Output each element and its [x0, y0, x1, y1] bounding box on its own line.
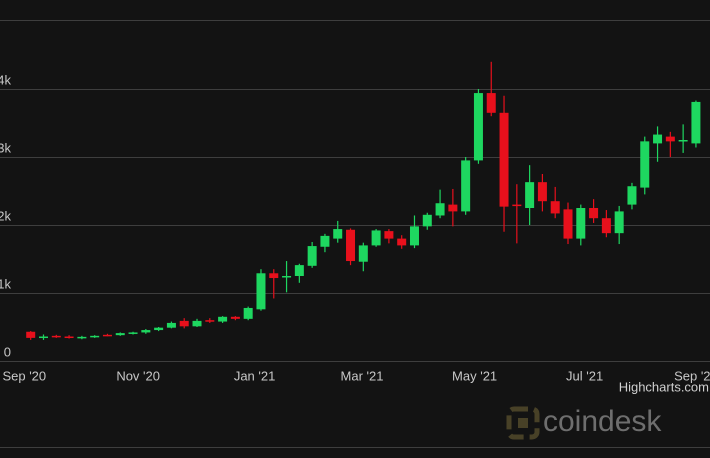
candle-body — [627, 186, 637, 205]
candle-body — [26, 331, 36, 338]
candle-body — [192, 320, 202, 327]
x-tick-label: May '21 — [452, 368, 497, 383]
candle-body — [230, 316, 240, 319]
x-tick-label: Jul '21 — [566, 368, 603, 383]
candle-body — [205, 320, 215, 322]
x-tick-label: Nov '20 — [116, 368, 160, 383]
y-tick-label: 3k — [0, 140, 11, 155]
logo-icon-core — [518, 418, 528, 428]
candle-body — [525, 182, 535, 208]
candle-body — [665, 136, 675, 142]
candle-body — [154, 327, 164, 331]
candle-body — [320, 235, 330, 247]
candle-body — [409, 226, 419, 246]
candle-body — [307, 246, 317, 266]
candle-body — [653, 134, 663, 144]
candle-body — [243, 307, 253, 319]
watermark-logo — [506, 406, 540, 440]
candle-body — [346, 229, 356, 262]
candle-body — [589, 208, 599, 219]
candle-body — [384, 231, 394, 239]
candle-body — [473, 93, 483, 161]
candle-body — [333, 229, 343, 239]
candle-body — [51, 335, 61, 338]
candle-body — [90, 335, 100, 338]
candle-body — [601, 218, 611, 234]
candle-body — [269, 273, 279, 279]
candle-body — [141, 330, 151, 333]
candle-body — [691, 101, 701, 144]
candle-body — [550, 201, 560, 214]
candle-body — [64, 336, 74, 339]
y-tick-label: 1k — [0, 276, 11, 291]
candle-body — [422, 214, 432, 227]
watermark: coindesk — [543, 405, 662, 438]
candle-body — [576, 208, 586, 239]
y-tick-label: 0 — [4, 344, 11, 359]
candle-body — [77, 336, 87, 339]
candle-body — [102, 334, 112, 337]
x-tick-label: Sep '20 — [2, 368, 46, 383]
candle-body — [448, 204, 458, 212]
x-tick-label: Mar '21 — [341, 368, 384, 383]
candle-body — [166, 322, 176, 328]
x-tick-label: Sep '21 — [674, 368, 710, 383]
candle-body — [294, 265, 304, 276]
candle-body — [499, 112, 509, 207]
candle-body — [179, 320, 189, 327]
candle-body — [435, 203, 445, 216]
candle-body — [256, 273, 266, 310]
candle-body — [563, 209, 573, 239]
candle-body — [461, 160, 471, 212]
candle-body — [128, 332, 138, 334]
candle-body — [678, 140, 688, 142]
logo-icon — [506, 406, 540, 440]
candle-body — [218, 316, 228, 322]
candle-body — [486, 93, 496, 113]
candle-body — [282, 276, 292, 278]
candle-body — [397, 238, 407, 246]
candle-body — [115, 333, 125, 336]
y-tick-label: 2k — [0, 208, 11, 223]
credit: Highcharts.com — [619, 379, 709, 394]
candle-body — [371, 230, 381, 246]
candle-body — [358, 245, 368, 262]
candle-body — [537, 182, 547, 202]
candle-body — [614, 211, 624, 234]
y-tick-label: 4k — [0, 72, 11, 87]
candle-body — [38, 336, 48, 339]
candle-body — [640, 141, 650, 188]
x-tick-label: Jan '21 — [234, 368, 276, 383]
candle-body — [512, 204, 522, 207]
